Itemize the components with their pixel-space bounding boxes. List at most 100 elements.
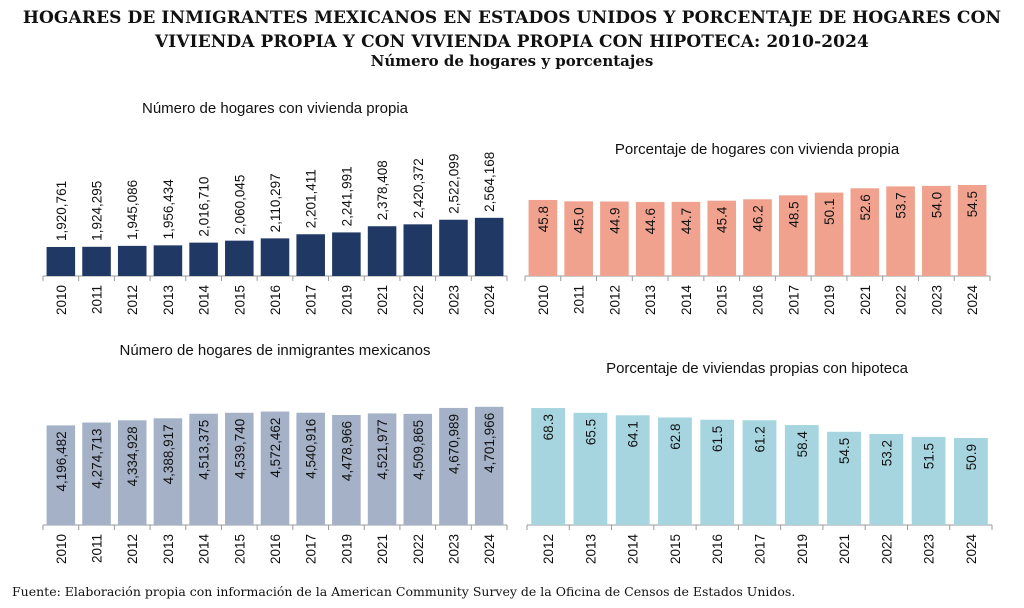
x-tick-label: 2015 xyxy=(232,534,247,564)
bar-2021 xyxy=(367,413,397,525)
x-tick-label: 2016 xyxy=(751,285,766,315)
bar-2014 xyxy=(189,242,218,276)
data-label: 45.4 xyxy=(715,206,730,233)
x-tick-label: 2021 xyxy=(858,285,873,315)
x-tick-label: 2019 xyxy=(795,534,810,564)
x-tick-label: 2017 xyxy=(304,534,319,564)
x-tick-label: 2013 xyxy=(161,285,176,315)
x-tick-label: 2019 xyxy=(822,285,837,315)
x-tick-label: 2022 xyxy=(411,285,426,315)
data-label: 64.1 xyxy=(626,421,641,447)
x-tick-label: 2012 xyxy=(125,534,140,564)
x-tick-label: 2017 xyxy=(304,285,319,315)
x-tick-label: 2011 xyxy=(572,285,587,314)
bar-2015 xyxy=(225,240,254,276)
bar-2010 xyxy=(528,199,558,276)
data-label: 44.7 xyxy=(679,208,694,234)
x-tick-label: 2024 xyxy=(965,285,980,316)
data-label: 1,920,761 xyxy=(54,181,69,241)
bar-2024 xyxy=(957,185,987,276)
x-tick-label: 2017 xyxy=(753,534,768,564)
data-label: 2,522,099 xyxy=(446,154,461,214)
bar-2017 xyxy=(742,420,777,525)
bar-2011 xyxy=(564,201,593,276)
data-label: 4,701,966 xyxy=(482,413,497,473)
x-tick-label: 2019 xyxy=(339,534,354,564)
bar-2021 xyxy=(850,188,880,276)
x-tick-label: 2010 xyxy=(54,534,69,564)
x-tick-label: 2014 xyxy=(197,285,212,316)
bar-chart-3: 68.3 2012 65.5 2013 64.1 2014 62.8 2015 61.5 2016… xyxy=(526,408,993,565)
bar-2021 xyxy=(367,226,397,276)
x-tick-label: 2023 xyxy=(922,534,937,564)
data-label: 65.5 xyxy=(583,419,598,445)
x-tick-label: 2022 xyxy=(879,534,894,564)
data-label: 54.5 xyxy=(837,438,852,464)
bar-2023 xyxy=(439,219,468,276)
data-label: 4,539,740 xyxy=(232,419,247,479)
bar-2022 xyxy=(869,434,904,525)
bar-2015 xyxy=(225,412,254,525)
x-tick-label: 2016 xyxy=(268,534,283,564)
bar-2014 xyxy=(615,415,650,525)
x-tick-label: 2013 xyxy=(643,285,658,315)
chart-title-owned-homes: Número de hogares con vivienda propia xyxy=(142,100,408,117)
data-label: 4,513,375 xyxy=(197,420,212,480)
bar-2016 xyxy=(700,419,735,525)
data-label: 4,196,482 xyxy=(54,431,69,491)
bar-2023 xyxy=(439,407,468,525)
bar-2012 xyxy=(531,408,566,525)
bar-2024 xyxy=(474,406,504,525)
data-label: 45.8 xyxy=(536,206,551,232)
main-title: HOGARES DE INMIGRANTES MEXICANOS EN ESTA… xyxy=(22,8,1002,52)
data-label: 4,521,977 xyxy=(375,419,390,479)
bar-2013 xyxy=(635,202,665,276)
x-tick-label: 2016 xyxy=(710,534,725,564)
bar-2014 xyxy=(189,413,218,525)
bar-2017 xyxy=(296,234,325,276)
x-tick-label: 2012 xyxy=(541,534,556,564)
data-label: 4,509,865 xyxy=(411,420,426,480)
bar-2019 xyxy=(332,232,361,276)
bar-2024 xyxy=(474,217,504,276)
data-label: 2,241,991 xyxy=(339,166,354,226)
x-tick-label: 2021 xyxy=(375,534,390,564)
data-label: 61.5 xyxy=(710,426,725,452)
x-tick-label: 2024 xyxy=(482,285,497,316)
bar-2023 xyxy=(922,185,951,276)
x-tick-label: 2010 xyxy=(54,285,69,315)
data-label: 1,945,086 xyxy=(125,180,140,240)
chart-title-pct-mortgage: Porcentaje de viviendas propias con hipo… xyxy=(606,360,908,377)
data-label: 50.9 xyxy=(964,444,979,470)
bar-chart-1: 45.8 2010 45.0 2011 44.9 2012 44.6 2013 44.7 2014… xyxy=(524,185,991,316)
chart-title-mexican-households: Número de hogares de inmigrantes mexican… xyxy=(119,342,431,359)
bar-2022 xyxy=(403,413,433,525)
bar-2013 xyxy=(153,245,183,276)
x-tick-label: 2013 xyxy=(161,534,176,564)
bar-2019 xyxy=(784,425,819,525)
data-label: 4,274,713 xyxy=(90,429,105,489)
data-label: 58.4 xyxy=(795,431,810,458)
data-label: 51.5 xyxy=(922,443,937,469)
bar-2022 xyxy=(886,186,915,276)
data-label: 1,924,295 xyxy=(90,181,105,241)
x-tick-label: 2021 xyxy=(375,285,390,315)
x-tick-label: 2024 xyxy=(964,534,979,565)
bar-2019 xyxy=(814,192,844,276)
data-label: 2,110,297 xyxy=(268,173,283,232)
data-label: 61.2 xyxy=(753,426,768,452)
x-tick-label: 2017 xyxy=(786,285,801,315)
bar-2014 xyxy=(671,201,701,276)
data-label: 4,478,966 xyxy=(339,421,354,481)
bar-2016 xyxy=(260,411,290,525)
x-tick-label: 2022 xyxy=(411,534,426,564)
bar-2015 xyxy=(658,417,692,525)
x-tick-label: 2015 xyxy=(232,285,247,315)
data-label: 54.5 xyxy=(965,191,980,217)
chart-title-pct-owned: Porcentaje de hogares con vivienda propi… xyxy=(614,141,900,158)
subtitle: Número de hogares y porcentajes xyxy=(370,52,654,70)
x-tick-label: 2011 xyxy=(90,534,105,563)
bar-2015 xyxy=(707,200,737,276)
x-tick-label: 2023 xyxy=(929,285,944,315)
